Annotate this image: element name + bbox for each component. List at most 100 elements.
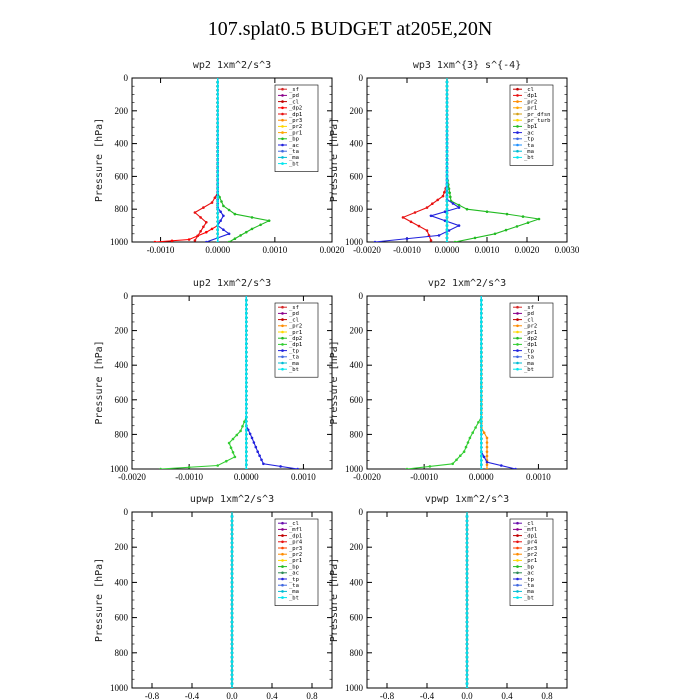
panel-2: wp3 1xm^{3} s^{-4} Pressure [hPa] 0 200 400 6… [329,60,580,255]
series-marker [425,229,429,232]
x-tick-label: 0.0 [461,691,473,700]
series-marker [245,467,248,469]
series-marker [230,620,234,624]
y-tick-label: 0 [124,291,129,301]
series-marker [465,572,469,575]
series-marker [235,433,239,437]
panel-title: vp2 1xm^2/s^3 [428,278,506,289]
series-marker [230,625,234,628]
series-marker [219,219,222,222]
legend-marker [516,106,519,110]
series-marker [468,436,472,440]
series-marker [465,629,469,633]
series-marker [216,191,219,195]
series-marker [480,459,483,462]
series-marker [480,389,483,393]
x-tick-label: 0.0010 [526,472,551,482]
series-marker [216,142,219,145]
series-marker [428,465,432,468]
series-marker [465,603,469,606]
series-marker [216,464,219,467]
series-group [153,78,271,242]
series-marker [465,541,469,545]
legend-marker [516,559,519,562]
series-marker [471,431,475,435]
series-marker [465,611,469,615]
series-marker [245,420,248,423]
series-marker [480,333,483,337]
legend-marker [281,330,284,334]
series-marker [485,436,489,440]
legend-marker [516,131,519,134]
series-marker [485,467,489,469]
series-marker [480,363,483,367]
series-marker [216,240,219,242]
series-marker [480,441,483,445]
series-marker [445,171,449,174]
legend-label: _pr_turb [524,118,551,124]
series-marker [480,381,483,384]
series-marker [159,467,162,469]
series-marker [457,203,461,207]
legend-marker [516,361,519,365]
series-marker [216,121,219,125]
series-marker [436,198,440,202]
series-marker [216,150,219,154]
series-marker [465,607,469,611]
series-marker [465,660,469,663]
legend-label: _tp [289,577,299,583]
series-line [401,78,448,241]
series-marker [245,402,248,406]
series-marker [480,307,483,311]
series-marker [245,428,248,432]
legend-label: _ma [289,589,299,595]
legend-label: _bt [289,595,299,601]
series-marker [480,424,483,428]
series-marker [262,462,265,466]
y-tick-label: 200 [115,326,129,336]
series-marker [245,446,248,449]
series-marker [465,638,469,641]
panel-5: upwp 1xm^2/s^3 Pressure [hPa] 0 200 400 600 80… [94,494,333,700]
series-marker [196,234,199,238]
legend-label: _pr4 [524,540,538,546]
legend-label: _bp [289,564,299,570]
series-marker [248,432,252,436]
legend-marker [281,336,284,340]
legend-label: _cl [524,317,534,323]
legend-marker [281,590,284,593]
series-marker [230,585,234,589]
series-marker [245,376,248,380]
series-marker [480,346,483,350]
y-axis-label: Pressure [hPa] [329,118,340,202]
series-marker [256,450,260,454]
series-marker [245,389,248,393]
legend-label: _pr2 [289,124,302,130]
y-tick-label: 400 [115,360,129,370]
series-marker [485,445,489,449]
legend-marker [281,143,284,147]
legend-marker [516,312,519,315]
x-tick-label: 0.0000 [234,472,259,482]
legend-label: _pr2 [289,552,302,558]
legend-marker [516,100,519,103]
series-marker [417,224,421,228]
legend-marker [281,112,284,116]
series-marker [230,523,234,527]
x-tick-label: 0.0000 [435,245,460,255]
series-marker [445,207,449,211]
legend-marker [516,112,519,116]
x-tick-label: 0.0010 [262,245,287,255]
legend-label: _pr1 [289,330,302,336]
series-marker [216,146,219,149]
page-title: 107.splat0.5 BUDGET at205E,20N [207,18,493,40]
legend-marker [281,106,284,110]
legend-marker [516,94,519,97]
series-marker [216,134,219,137]
x-tick-label: -0.0010 [147,245,175,255]
series-marker [199,230,202,233]
y-tick-label: 600 [115,613,129,623]
x-tick-label: -0.0020 [353,245,381,255]
legend-marker [516,596,519,599]
legend-label: _ma [524,361,534,367]
